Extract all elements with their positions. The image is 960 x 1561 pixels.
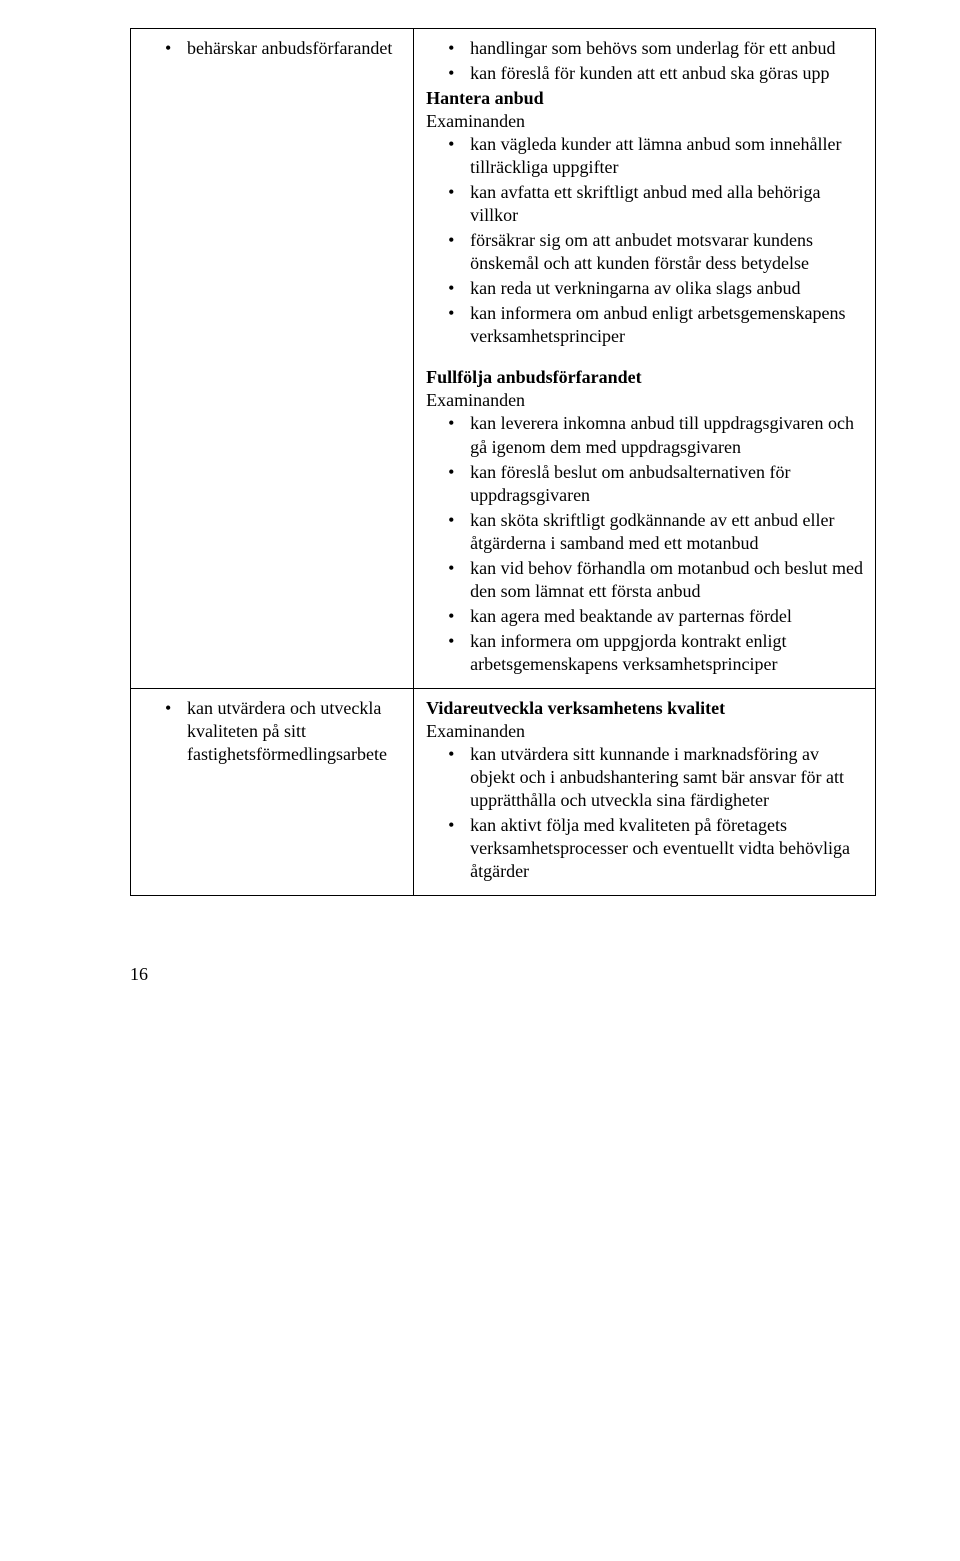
- list-item: kan informera om uppgjorda kontrakt enli…: [448, 630, 863, 676]
- section-subhead: Examinanden: [426, 389, 863, 412]
- list-item: kan aktivt följa med kvaliteten på föret…: [448, 814, 863, 883]
- list-item: kan vägleda kunder att lämna anbud som i…: [448, 133, 863, 179]
- section-subhead: Examinanden: [426, 110, 863, 133]
- left-bullet-list: kan utvärdera och utveckla kvaliteten på…: [165, 697, 401, 766]
- list-item: kan leverera inkomna anbud till uppdrags…: [448, 412, 863, 458]
- section-subhead: Examinanden: [426, 720, 863, 743]
- table-cell-right: Vidareutveckla verksamhetens kvalitet Ex…: [414, 688, 876, 895]
- list-item: kan vid behov förhandla om motanbud och …: [448, 557, 863, 603]
- pre-bullet-list: handlingar som behövs som underlag för e…: [448, 37, 863, 85]
- bullet-list: kan utvärdera sitt kunnande i marknadsfö…: [448, 743, 863, 883]
- list-item: kan föreslå beslut om anbudsalternativen…: [448, 461, 863, 507]
- page: behärskar anbudsförfarandet handlingar s…: [0, 0, 960, 1025]
- list-item: kan föreslå för kunden att ett anbud ska…: [448, 62, 863, 85]
- left-bullet-list: behärskar anbudsförfarandet: [165, 37, 401, 60]
- table-row: kan utvärdera och utveckla kvaliteten på…: [131, 688, 876, 895]
- list-item: kan utvärdera sitt kunnande i marknadsfö…: [448, 743, 863, 812]
- section-heading: Fullfölja anbudsförfarandet: [426, 366, 863, 389]
- list-item: behärskar anbudsförfarandet: [165, 37, 401, 60]
- list-item: kan sköta skriftligt godkännande av ett …: [448, 509, 863, 555]
- table-cell-left: kan utvärdera och utveckla kvaliteten på…: [131, 688, 414, 895]
- list-item: kan avfatta ett skriftligt anbud med all…: [448, 181, 863, 227]
- list-item: försäkrar sig om att anbudet motsvarar k…: [448, 229, 863, 275]
- list-item: kan informera om anbud enligt arbetsgeme…: [448, 302, 863, 348]
- list-item: handlingar som behövs som underlag för e…: [448, 37, 863, 60]
- list-item: kan reda ut verkningarna av olika slags …: [448, 277, 863, 300]
- content-table: behärskar anbudsförfarandet handlingar s…: [130, 28, 876, 896]
- bullet-list: kan leverera inkomna anbud till uppdrags…: [448, 412, 863, 675]
- bullet-list: kan vägleda kunder att lämna anbud som i…: [448, 133, 863, 348]
- page-number: 16: [130, 964, 876, 985]
- list-item: kan agera med beaktande av parternas för…: [448, 605, 863, 628]
- table-cell-right: handlingar som behövs som underlag för e…: [414, 29, 876, 689]
- list-item: kan utvärdera och utveckla kvaliteten på…: [165, 697, 401, 766]
- section-heading: Hantera anbud: [426, 87, 863, 110]
- table-cell-left: behärskar anbudsförfarandet: [131, 29, 414, 689]
- table-row: behärskar anbudsförfarandet handlingar s…: [131, 29, 876, 689]
- section-heading: Vidareutveckla verksamhetens kvalitet: [426, 697, 863, 720]
